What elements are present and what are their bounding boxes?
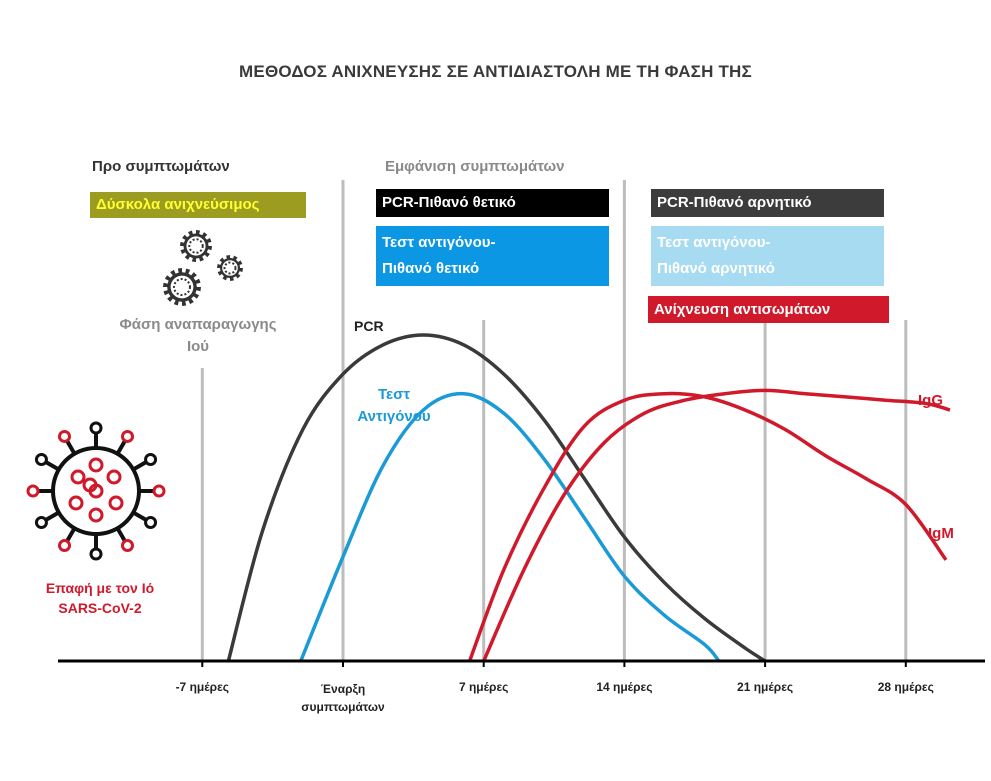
replication-phase-label: Φάση αναπαραγωγης Ιού	[88, 314, 308, 358]
antigen-label-line2: Αντιγόνου	[357, 408, 431, 425]
antigen-positive-line2: Πιθανό θετικό	[382, 260, 480, 277]
phase-symptoms-onset: Εμφάνιση συμπτωμάτων	[385, 158, 565, 175]
replication-line1: Φάση αναπαραγωγης	[119, 316, 277, 333]
x-tick-label-2: 7 ημέρες	[458, 680, 509, 694]
pcr-negative-badge: PCR-Πιθανό αρνητικό	[651, 189, 884, 217]
antigen-positive-badge: Τεστ αντιγόνου- Πιθανό θετικό	[376, 226, 609, 286]
antigen-negative-badge: Τεστ αντιγόνου- Πιθανό αρνητικό	[651, 226, 884, 286]
series-line-igg	[482, 388, 951, 662]
x-tick-marks	[201, 661, 907, 667]
series-line-antigen	[299, 391, 721, 663]
x-tick-label-5: 28 ημέρες	[877, 680, 934, 694]
contact-line2: SARS-CoV-2	[58, 600, 142, 616]
virus-icon	[26, 421, 166, 561]
igm-series-label: IgM	[928, 525, 954, 542]
replication-line2: Ιού	[186, 338, 210, 355]
antigen-negative-line2: Πιθανό αρνητικό	[657, 260, 775, 277]
x-tick-label-3: 14 ημέρες	[596, 680, 653, 694]
x-tick-label-4: 21 ημέρες	[737, 680, 794, 694]
phase-gridlines	[200, 180, 908, 661]
hard-to-detect-badge: Δύσκολα ανιχνεύσιμος	[90, 192, 306, 218]
antibody-detection-badge: Ανίχνευση αντισωμάτων	[648, 296, 889, 323]
antigen-series-label: Τεστ Αντιγόνου	[346, 384, 442, 428]
gears-icon	[163, 230, 243, 306]
phase-pre-symptoms: Προ συμπτωμάτων	[92, 158, 230, 175]
series-lines	[226, 333, 951, 663]
antigen-label-line1: Τεστ	[377, 386, 411, 403]
x-tick-label-0: -7 ημέρες	[175, 680, 230, 694]
pcr-series-label: PCR	[354, 318, 384, 334]
igg-series-label: IgG	[918, 392, 943, 409]
antigen-negative-line1: Τεστ αντιγόνου-	[657, 234, 771, 251]
contact-line1: Επαφή με τον Ιό	[45, 580, 155, 596]
contact-label: Επαφή με τον Ιό SARS-CoV-2	[22, 578, 178, 618]
antigen-positive-line1: Τεστ αντιγόνου-	[382, 234, 496, 251]
series-line-pcr	[226, 333, 767, 663]
pcr-positive-badge: PCR-Πιθανό θετικό	[376, 189, 609, 217]
chart-title: ΜΕΘΟΔΟΣ ΑΝΙΧΝΕΥΣΗΣ ΣΕ ΑΝΤΙΔΙΑΣΤΟΛΗ ΜΕ ΤΗ…	[239, 62, 752, 81]
x-tick-label-1: Έναρξη συμπτωμάτων	[301, 682, 385, 714]
